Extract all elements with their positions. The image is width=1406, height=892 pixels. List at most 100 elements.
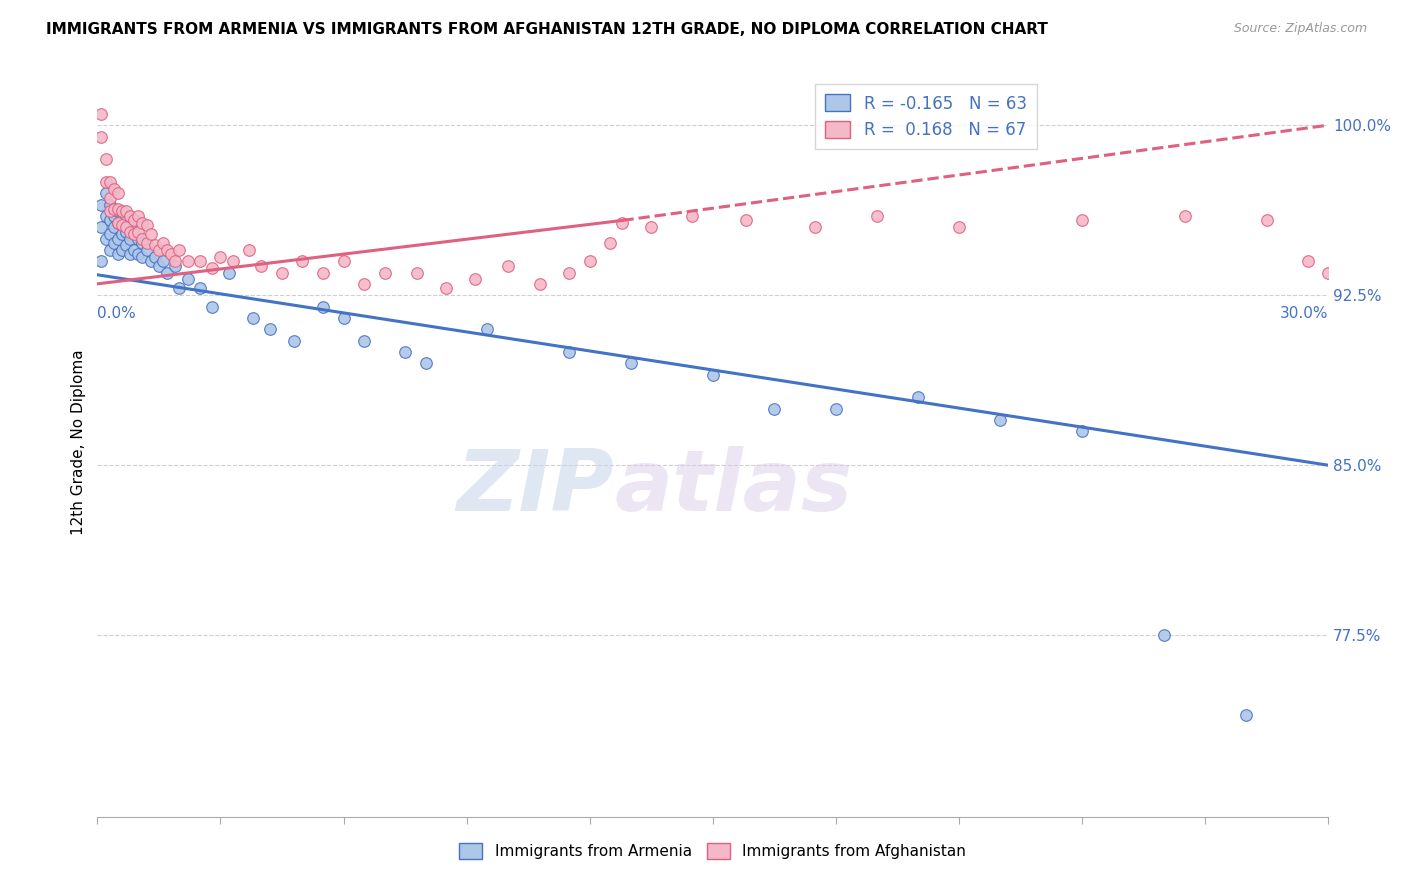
Point	[496, 259, 519, 273]
Point	[135, 243, 157, 257]
Point	[291, 254, 314, 268]
Point	[111, 213, 134, 227]
Point	[98, 243, 121, 257]
Y-axis label: 12th Grade, No Diploma: 12th Grade, No Diploma	[72, 350, 86, 535]
Point	[558, 266, 581, 280]
Point	[94, 175, 117, 189]
Point	[201, 300, 224, 314]
Point	[111, 218, 134, 232]
Point	[127, 247, 149, 261]
Point	[98, 213, 121, 227]
Point	[824, 401, 846, 416]
Point	[734, 213, 756, 227]
Point	[250, 259, 273, 273]
Point	[332, 254, 354, 268]
Point	[98, 175, 121, 189]
Point	[124, 213, 146, 227]
Point	[131, 235, 153, 250]
Point	[188, 254, 211, 268]
Point	[107, 204, 129, 219]
Point	[127, 225, 149, 239]
Point	[1153, 628, 1175, 642]
Point	[98, 227, 121, 241]
Point	[1071, 424, 1094, 438]
Point	[115, 220, 138, 235]
Point	[131, 216, 153, 230]
Point	[702, 368, 724, 382]
Legend: R = -0.165   N = 63, R =  0.168   N = 67: R = -0.165 N = 63, R = 0.168 N = 67	[815, 85, 1036, 149]
Point	[259, 322, 281, 336]
Point	[188, 281, 211, 295]
Text: IMMIGRANTS FROM ARMENIA VS IMMIGRANTS FROM AFGHANISTAN 12TH GRADE, NO DIPLOMA CO: IMMIGRANTS FROM ARMENIA VS IMMIGRANTS FR…	[46, 22, 1049, 37]
Point	[1256, 213, 1278, 227]
Point	[948, 220, 970, 235]
Point	[103, 220, 125, 235]
Point	[156, 266, 179, 280]
Point	[111, 227, 134, 241]
Point	[1234, 707, 1257, 722]
Point	[131, 250, 153, 264]
Point	[238, 243, 260, 257]
Point	[94, 209, 117, 223]
Text: ZIP: ZIP	[457, 446, 614, 529]
Point	[90, 197, 112, 211]
Point	[222, 254, 245, 268]
Point	[103, 235, 125, 250]
Point	[124, 227, 146, 241]
Point	[558, 344, 581, 359]
Point	[1317, 266, 1340, 280]
Point	[94, 186, 117, 201]
Point	[98, 191, 121, 205]
Point	[529, 277, 551, 291]
Point	[103, 209, 125, 223]
Point	[143, 238, 166, 252]
Point	[640, 220, 662, 235]
Point	[804, 220, 827, 235]
Point	[107, 216, 129, 230]
Point	[866, 209, 889, 223]
Point	[1296, 254, 1319, 268]
Text: 0.0%: 0.0%	[97, 306, 136, 320]
Point	[406, 266, 429, 280]
Point	[271, 266, 294, 280]
Point	[120, 209, 142, 223]
Point	[353, 277, 375, 291]
Point	[103, 181, 125, 195]
Point	[353, 334, 375, 348]
Point	[464, 272, 486, 286]
Point	[124, 227, 146, 241]
Point	[120, 247, 142, 261]
Point	[599, 235, 621, 250]
Point	[152, 254, 174, 268]
Point	[131, 231, 153, 245]
Point	[139, 227, 162, 241]
Point	[98, 197, 121, 211]
Point	[681, 209, 703, 223]
Point	[907, 390, 929, 404]
Point	[312, 300, 335, 314]
Point	[135, 218, 157, 232]
Point	[169, 243, 191, 257]
Point	[156, 243, 179, 257]
Point	[115, 238, 138, 252]
Point	[107, 186, 129, 201]
Point	[218, 266, 240, 280]
Point	[312, 266, 335, 280]
Point	[165, 259, 187, 273]
Point	[111, 204, 134, 219]
Point	[107, 216, 129, 230]
Point	[120, 231, 142, 245]
Point	[165, 254, 187, 268]
Point	[135, 235, 157, 250]
Point	[612, 216, 634, 230]
Point	[124, 243, 146, 257]
Point	[620, 356, 643, 370]
Point	[115, 225, 138, 239]
Point	[1173, 209, 1195, 223]
Point	[988, 413, 1011, 427]
Point	[120, 220, 142, 235]
Point	[763, 401, 786, 416]
Point	[160, 247, 183, 261]
Point	[209, 250, 232, 264]
Point	[242, 310, 264, 325]
